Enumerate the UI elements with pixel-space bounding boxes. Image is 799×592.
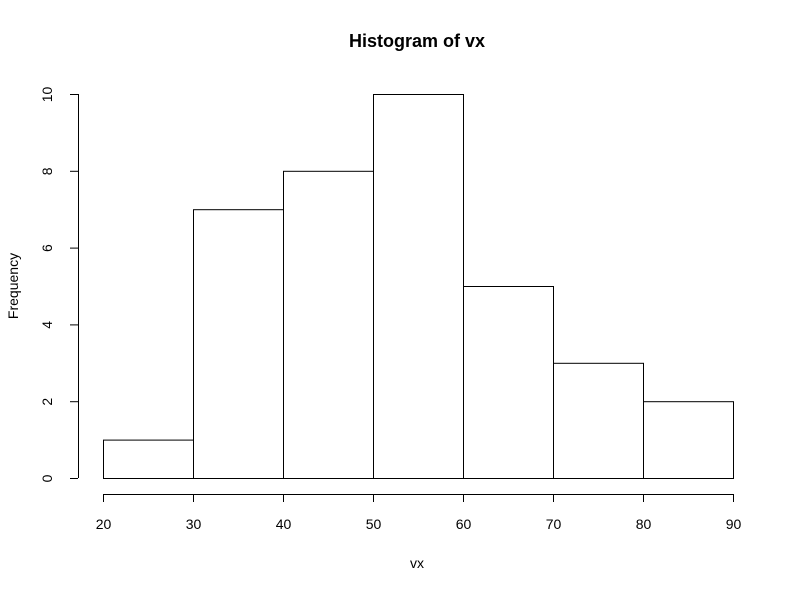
histogram-bar-30-40 xyxy=(193,209,284,479)
x-axis: 20 30 40 50 60 70 80 90 xyxy=(96,494,742,532)
y-tick-label-0: 0 xyxy=(39,474,55,482)
chart-title: Histogram of vx xyxy=(349,31,485,51)
histogram-bar-50-60 xyxy=(373,94,464,479)
x-tick-label-80: 80 xyxy=(636,516,652,532)
x-tick-label-50: 50 xyxy=(366,516,382,532)
y-tick-label-4: 4 xyxy=(39,321,55,329)
x-tick-label-30: 30 xyxy=(186,516,202,532)
x-tick-label-20: 20 xyxy=(96,516,112,532)
bars-group xyxy=(103,94,734,480)
x-tick-label-90: 90 xyxy=(726,516,742,532)
histogram-bar-70-80 xyxy=(553,362,644,479)
histogram-bar-80-90 xyxy=(643,401,734,480)
x-tick-label-60: 60 xyxy=(456,516,472,532)
x-tick-label-70: 70 xyxy=(546,516,562,532)
y-tick-label-8: 8 xyxy=(39,167,55,175)
x-axis-label: vx xyxy=(410,555,424,571)
y-tick-label-10: 10 xyxy=(39,87,55,103)
histogram-bar-40-50 xyxy=(283,170,374,480)
histogram-bar-60-70 xyxy=(463,286,554,479)
x-tick-label-40: 40 xyxy=(276,516,292,532)
y-tick-label-6: 6 xyxy=(39,244,55,252)
y-tick-label-2: 2 xyxy=(39,398,55,406)
y-axis-label: Frequency xyxy=(5,253,21,319)
y-axis: 0 2 4 6 8 10 xyxy=(39,87,79,482)
histogram-bar-20-30 xyxy=(103,439,194,480)
